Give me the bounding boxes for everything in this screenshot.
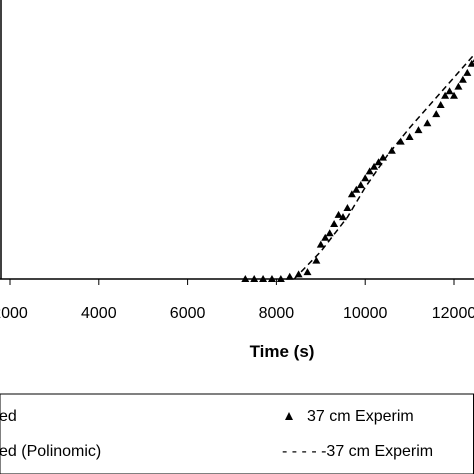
legend-label: ed (0, 408, 17, 425)
data-point-triangle (241, 275, 250, 282)
data-point-triangle (450, 91, 458, 99)
data-point-triangle (396, 137, 405, 145)
data-point-triangle (370, 162, 379, 170)
data-point-triangle (250, 275, 259, 282)
data-point-triangle (325, 229, 334, 237)
data-point-triangle (423, 119, 432, 127)
data-point-triangle (441, 91, 450, 99)
data-point-triangle (276, 275, 285, 282)
x-tick-label: 8000 (259, 305, 295, 322)
legend-label: 37 cm Experim (307, 408, 414, 425)
x-tick-label: 10000 (343, 305, 388, 322)
data-point-triangle (414, 126, 423, 134)
data-point-triangle (445, 87, 454, 95)
data-point-triangle (312, 256, 321, 264)
data-point-triangle (343, 204, 352, 212)
data-point-triangle (356, 181, 365, 189)
data-point-triangle (303, 268, 312, 276)
data-point-triangle (374, 158, 383, 166)
data-point-triangle (458, 75, 467, 83)
data-point-triangle (321, 233, 330, 241)
data-point-triangle (316, 240, 325, 248)
data-point-triangle (352, 185, 361, 193)
x-ticks: 2000 4000 6000 8000 10000 12000 (0, 279, 474, 322)
legend-triangle-marker (285, 412, 293, 420)
data-point-triangle (454, 82, 463, 90)
data-point-triangle (267, 275, 276, 282)
data-point-triangle (432, 110, 441, 118)
data-point-triangle (361, 174, 370, 182)
data-point-triangle (405, 133, 414, 141)
data-point-triangle (259, 275, 268, 282)
x-tick-label: 2000 (0, 305, 28, 322)
x-tick-label: 6000 (170, 305, 206, 322)
data-point-triangle (467, 59, 474, 67)
x-tick-label: 12000 (432, 305, 474, 322)
x-tick-label: 4000 (81, 305, 117, 322)
legend-label: - - - - -37 cm Experim (282, 443, 433, 460)
fitted-dashed-line (293, 53, 474, 280)
data-point-triangle (330, 220, 339, 228)
x-axis-title: Time (s) (250, 342, 315, 361)
data-point-triangle (339, 213, 347, 221)
data-point-triangle (347, 190, 356, 198)
data-point-triangle (285, 272, 294, 280)
plot-area (0, 0, 474, 282)
data-point-triangle (463, 68, 472, 76)
data-point-triangle (365, 167, 374, 175)
data-point-triangle (334, 210, 343, 218)
legend-label: ed (Polinomic) (0, 443, 101, 460)
data-point-triangle (436, 100, 445, 108)
legend: ed 37 cm Experim ed (Polinomic) - - - - … (0, 393, 474, 474)
